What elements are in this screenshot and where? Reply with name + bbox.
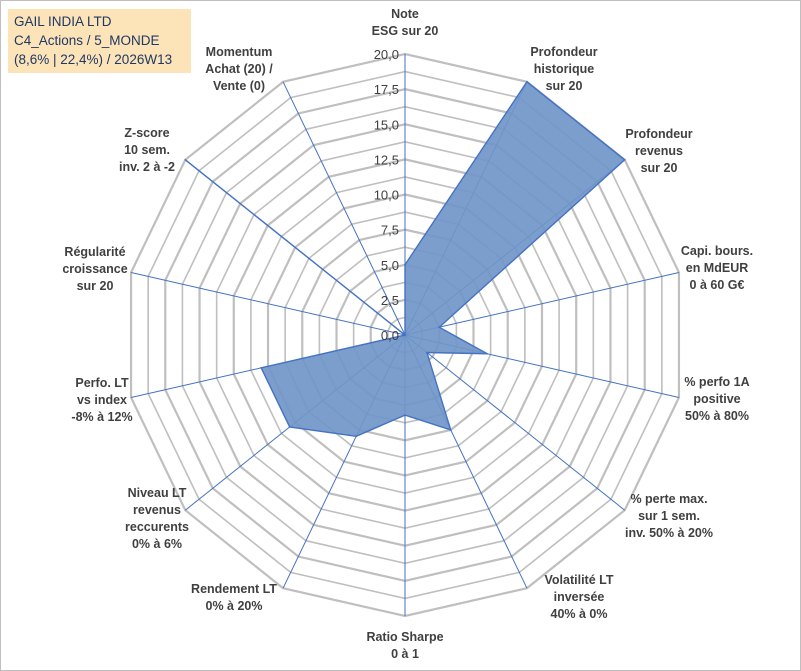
data-point-3 [623, 158, 626, 161]
data-point-6 [426, 351, 428, 354]
tick-label: 10,0 [374, 188, 399, 203]
tick-label: 20,0 [374, 47, 399, 62]
axis-label-9: Rendement LT 0% à 20% [191, 582, 277, 613]
axis-label-11: Perfo. LT vs index -8% à 12% [71, 376, 133, 424]
axis-label-14: Momentum Achat (20) / Vente (0) [205, 45, 273, 93]
spoke-14 [282, 81, 406, 336]
tick-label: 7,5 [381, 223, 399, 238]
axis-label-7: Volatilité LT inversée 40% à 0% [544, 573, 614, 621]
radar-series [184, 80, 626, 438]
data-point-4 [438, 326, 441, 328]
data-point-1 [404, 263, 406, 266]
data-point-13 [184, 158, 187, 161]
spoke-4 [404, 271, 680, 336]
axis-label-4: Capi. bours. en MdEUR 0 à 60 G€ [680, 244, 754, 292]
info-performance: (8,6% | 22,4%) / 2026W13 [14, 52, 173, 67]
axis-label-13: Z-score 10 sem. inv. 2 à -2 [118, 126, 176, 174]
data-point-5 [486, 352, 488, 355]
axis-label-2: Profondeur historique sur 20 [530, 45, 598, 93]
spoke-6 [404, 334, 626, 511]
data-point-8 [404, 414, 406, 416]
axis-label-6: % perte max. sur 1 sem. inv. 50% à 20% [624, 492, 713, 540]
info-company-name: GAIL INDIA LTD [14, 14, 112, 29]
info-category: C4_Actions / 5_MONDE [14, 33, 160, 48]
axis-label-10: Niveau LT revenus reccurents 0% à 6% [125, 486, 189, 551]
info-box: GAIL INDIA LTD C4_Actions / 5_MONDE (8,6… [8, 9, 191, 73]
data-point-7 [449, 429, 452, 431]
tick-label: 2,5 [381, 293, 399, 308]
data-point-9 [355, 435, 358, 438]
tick-label: 12,5 [374, 152, 399, 167]
axis-label-12: Régularité croissance sur 20 [62, 245, 128, 293]
data-point-14 [404, 334, 406, 336]
data-point-10 [288, 426, 291, 428]
axis-label-8: Ratio Sharpe 0 à 1 [366, 630, 444, 661]
tick-label: 5,0 [381, 258, 399, 273]
axis-label-5: % perfo 1A positive 50% à 80% [684, 375, 750, 423]
spoke-12 [130, 271, 406, 336]
data-point-2 [526, 81, 528, 83]
tick-label: 0,0 [381, 328, 399, 343]
tick-label: 15,0 [374, 117, 399, 132]
radar-tick-labels: 0,0 2,5 5,0 7,5 10,0 12,5 15,0 17,5 20,0 [374, 47, 399, 343]
axis-label-3: Profondeur revenus sur 20 [625, 127, 693, 175]
tick-label: 17,5 [374, 82, 399, 97]
data-point-11 [260, 367, 262, 369]
axis-label-1: Note ESG sur 20 [371, 7, 439, 38]
